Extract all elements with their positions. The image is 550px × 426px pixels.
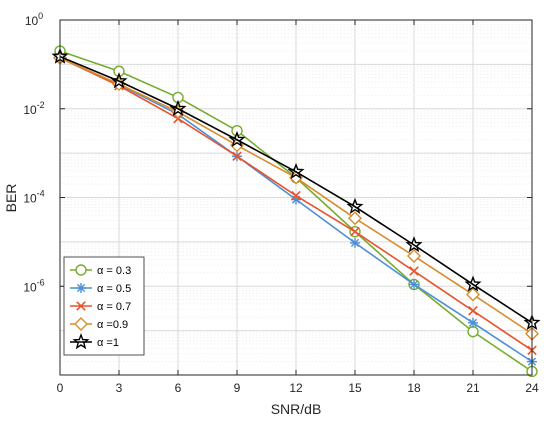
data-point-star bbox=[405, 236, 423, 253]
y-tick-label: 10-4 bbox=[23, 189, 44, 206]
legend-label: α =0.9 bbox=[97, 319, 128, 331]
x-tick-label: 15 bbox=[348, 381, 362, 395]
x-tick-label: 12 bbox=[289, 381, 303, 395]
data-point-asterisk bbox=[350, 237, 360, 248]
ticks bbox=[59, 19, 533, 375]
tick-labels: 0 3 6 9 12 15 18 21 24 100 10-2 10-4 10-6 bbox=[23, 11, 539, 395]
data-point-x bbox=[468, 306, 478, 316]
x-tick-label: 9 bbox=[234, 381, 241, 395]
legend-item: α =0.9 bbox=[70, 317, 128, 331]
data-point-circle bbox=[75, 264, 87, 276]
data-point-asterisk bbox=[76, 283, 86, 293]
legend-label: α =1 bbox=[97, 337, 119, 349]
data-point-star bbox=[72, 333, 90, 350]
x-tick-label: 21 bbox=[466, 381, 480, 395]
legend-item: α =1 bbox=[70, 333, 119, 350]
data-point-star bbox=[346, 197, 364, 214]
legend-label: α = 0.5 bbox=[97, 283, 131, 295]
y-tick-label: 10-6 bbox=[23, 277, 44, 294]
x-tick-label: 0 bbox=[57, 381, 64, 395]
data-point-star bbox=[464, 275, 482, 292]
data-point-star bbox=[228, 130, 246, 148]
x-tick-label: 6 bbox=[175, 381, 182, 395]
y-axis-label: BER bbox=[3, 184, 19, 213]
legend: α = 0.3 α = 0.5 α = 0.7 α =0.9 α =1 bbox=[63, 256, 145, 356]
series-line bbox=[59, 55, 533, 324]
data-point-circle bbox=[231, 125, 243, 137]
data-point-star bbox=[110, 72, 128, 89]
legend-item: α = 0.3 bbox=[70, 264, 131, 277]
legend-item: α = 0.7 bbox=[70, 301, 131, 313]
data-point-x bbox=[350, 226, 360, 237]
data-point-diamond bbox=[348, 211, 362, 226]
data-point-diamond bbox=[466, 287, 480, 302]
legend-item: α = 0.5 bbox=[70, 283, 131, 295]
data-point-diamond bbox=[407, 249, 421, 264]
x-tick-label: 18 bbox=[407, 381, 421, 395]
data-point-asterisk bbox=[468, 317, 478, 328]
x-axis-label: SNR/dB bbox=[271, 401, 322, 417]
legend-label: α = 0.3 bbox=[97, 265, 131, 277]
legend-label: α = 0.7 bbox=[97, 301, 131, 313]
data-point-diamond bbox=[74, 317, 88, 331]
data-point-star bbox=[169, 99, 187, 116]
data-point-x bbox=[291, 190, 301, 201]
x-tick-label: 3 bbox=[116, 381, 123, 395]
y-tick-label: 10-2 bbox=[23, 100, 44, 117]
y-tick-label: 100 bbox=[25, 11, 43, 28]
data-point-asterisk bbox=[409, 279, 419, 290]
data-point-x bbox=[232, 151, 242, 162]
data-point-x bbox=[76, 301, 86, 311]
data-point-circle bbox=[113, 65, 125, 77]
x-tick-label: 24 bbox=[525, 381, 539, 395]
grid bbox=[60, 20, 532, 375]
data-point-x bbox=[409, 266, 419, 276]
data-point-circle bbox=[467, 325, 479, 338]
data-point-star bbox=[287, 162, 305, 180]
